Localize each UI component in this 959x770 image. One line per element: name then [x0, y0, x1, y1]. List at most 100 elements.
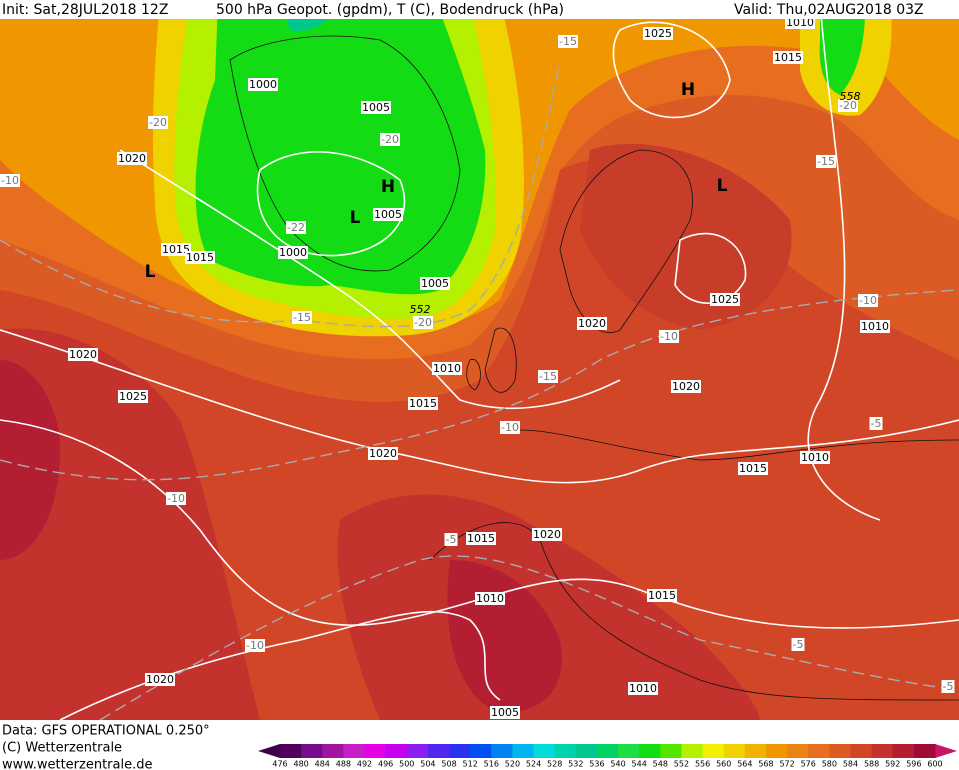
temperature-label: -5 — [871, 417, 882, 430]
temperature-lines — [0, 59, 959, 721]
colorbar-label: 516 — [484, 760, 499, 769]
isobar-label-box — [490, 706, 520, 719]
copyright: (C) Wetterzentrale — [2, 741, 122, 756]
temperature-label: -10 — [246, 639, 264, 652]
isobar-label: 1020 — [146, 673, 174, 686]
isobar-label-box — [475, 592, 505, 605]
isobar-label-box — [185, 251, 215, 264]
colorbar-cell — [385, 744, 408, 758]
pressure-center: H — [381, 177, 395, 197]
temperature-label: -10 — [660, 330, 678, 343]
colorbar-label: 596 — [906, 760, 921, 769]
temperature-label-box — [838, 99, 858, 112]
temperature-label: -22 — [287, 221, 305, 234]
isobar-label: 1005 — [491, 706, 519, 719]
isobar-label: 1005 — [362, 101, 390, 114]
isobar-label-box — [361, 101, 391, 114]
isobar-label: 1010 — [861, 320, 889, 333]
colorbar-cell — [702, 744, 725, 758]
colorbar-cell — [787, 744, 809, 758]
colorbar-label: 520 — [505, 760, 520, 769]
isobar-label-box — [628, 682, 658, 695]
temperature-label-box — [292, 311, 312, 324]
pressure-center: L — [145, 262, 156, 282]
isobar-label: 1010 — [629, 682, 657, 695]
temperature-label-box — [791, 638, 805, 651]
colorbar-cell — [744, 744, 767, 758]
colorbar-label: 556 — [695, 760, 710, 769]
colorbar-label: 540 — [610, 760, 625, 769]
isobar-label-box — [577, 317, 607, 330]
isobar-label: 1015 — [467, 532, 495, 545]
isobar-label: 1015 — [648, 589, 676, 602]
temperature-label: -15 — [539, 370, 557, 383]
colorbar-label: 576 — [801, 760, 816, 769]
isotherm — [99, 555, 959, 721]
temperature-label-box — [858, 294, 878, 307]
pressure-center: L — [350, 208, 361, 228]
temperature-label-box — [148, 116, 168, 129]
isobar-label-box — [800, 451, 830, 464]
temperature-label-box — [444, 533, 458, 546]
temperature-label: -5 — [943, 680, 954, 693]
colorbar-cell — [427, 744, 450, 758]
colorbar-cell — [449, 744, 471, 758]
isobar — [256, 151, 406, 257]
isobar-label: 1010 — [801, 451, 829, 464]
isobar-label-box — [466, 532, 496, 545]
pressure-center: L — [717, 176, 728, 196]
temperature-label: -15 — [817, 155, 835, 168]
map-fields — [0, 0, 959, 720]
isobar-label-box — [738, 462, 768, 475]
colorbar-label: 544 — [632, 760, 647, 769]
colorbar-cell — [406, 744, 429, 758]
field-592-west — [0, 360, 60, 560]
temperature-label: -10 — [859, 294, 877, 307]
colorbar-label: 492 — [357, 760, 372, 769]
colorbar-label: 552 — [674, 760, 689, 769]
colorbar-label: 600 — [927, 760, 942, 769]
temperature-label: -20 — [839, 99, 857, 112]
temperature-label: -10 — [501, 421, 519, 434]
colorbar-cell — [470, 744, 492, 758]
colorbar-cell — [913, 744, 936, 758]
isobar-label-box — [117, 152, 147, 165]
colorbar-high-arrow — [935, 744, 957, 758]
isobar-label-box — [773, 51, 803, 64]
colorbar-label: 592 — [885, 760, 900, 769]
geopotential-label: 552 — [410, 303, 431, 316]
colorbar-cell — [618, 744, 640, 758]
colorbar-label: 496 — [378, 760, 393, 769]
temperature-label-box — [0, 174, 20, 187]
isobar-label: 1015 — [739, 462, 767, 475]
colorbar-cell — [554, 744, 577, 758]
isobar — [0, 419, 959, 629]
colorbar-label: 548 — [653, 760, 668, 769]
colorbar-label: 564 — [737, 760, 752, 769]
scandinavia-coast — [559, 149, 693, 333]
isobar-label: 1020 — [578, 317, 606, 330]
colorbar-label: 476 — [272, 760, 287, 769]
colorbar-cell — [829, 744, 851, 758]
temperature-label: -20 — [149, 116, 167, 129]
temperature-label-box — [500, 421, 520, 434]
isobar-label-box — [671, 380, 701, 393]
isobar-label: 1010 — [786, 16, 814, 29]
isobar-label: 1015 — [409, 397, 437, 410]
colorbar-cell — [808, 744, 830, 758]
valid-time: Valid: Thu,02AUG2018 03Z — [734, 2, 924, 18]
isobar-label: 1015 — [162, 243, 190, 256]
colorbar-cell — [280, 744, 302, 758]
isobar-label-box — [408, 397, 438, 410]
isobar-label: 1010 — [433, 362, 461, 375]
isobar-label-box — [532, 528, 562, 541]
temperature-label: -5 — [793, 638, 804, 651]
colorbar-cell — [575, 744, 598, 758]
data-source: Data: GFS OPERATIONAL 0.250° — [2, 724, 210, 739]
temperature-label-box — [558, 35, 578, 48]
colorbar-cell — [639, 744, 661, 758]
isobar-label: 1020 — [533, 528, 561, 541]
temperature-label: -20 — [381, 133, 399, 146]
colorbar-label: 572 — [779, 760, 794, 769]
